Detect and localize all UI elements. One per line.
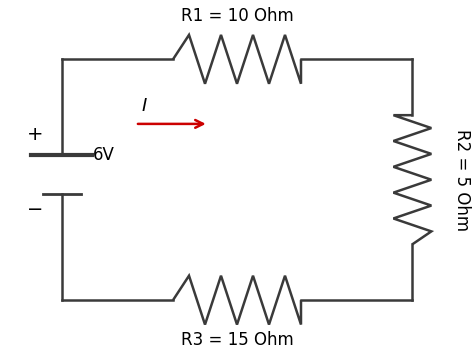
Text: I: I bbox=[142, 97, 147, 116]
Text: +: + bbox=[27, 125, 44, 144]
Text: 6V: 6V bbox=[92, 146, 114, 164]
Text: −: − bbox=[27, 200, 44, 219]
Text: R2 = 5 Ohm: R2 = 5 Ohm bbox=[453, 129, 471, 231]
Text: R3 = 15 Ohm: R3 = 15 Ohm bbox=[181, 331, 293, 349]
Text: R1 = 10 Ohm: R1 = 10 Ohm bbox=[181, 7, 293, 25]
